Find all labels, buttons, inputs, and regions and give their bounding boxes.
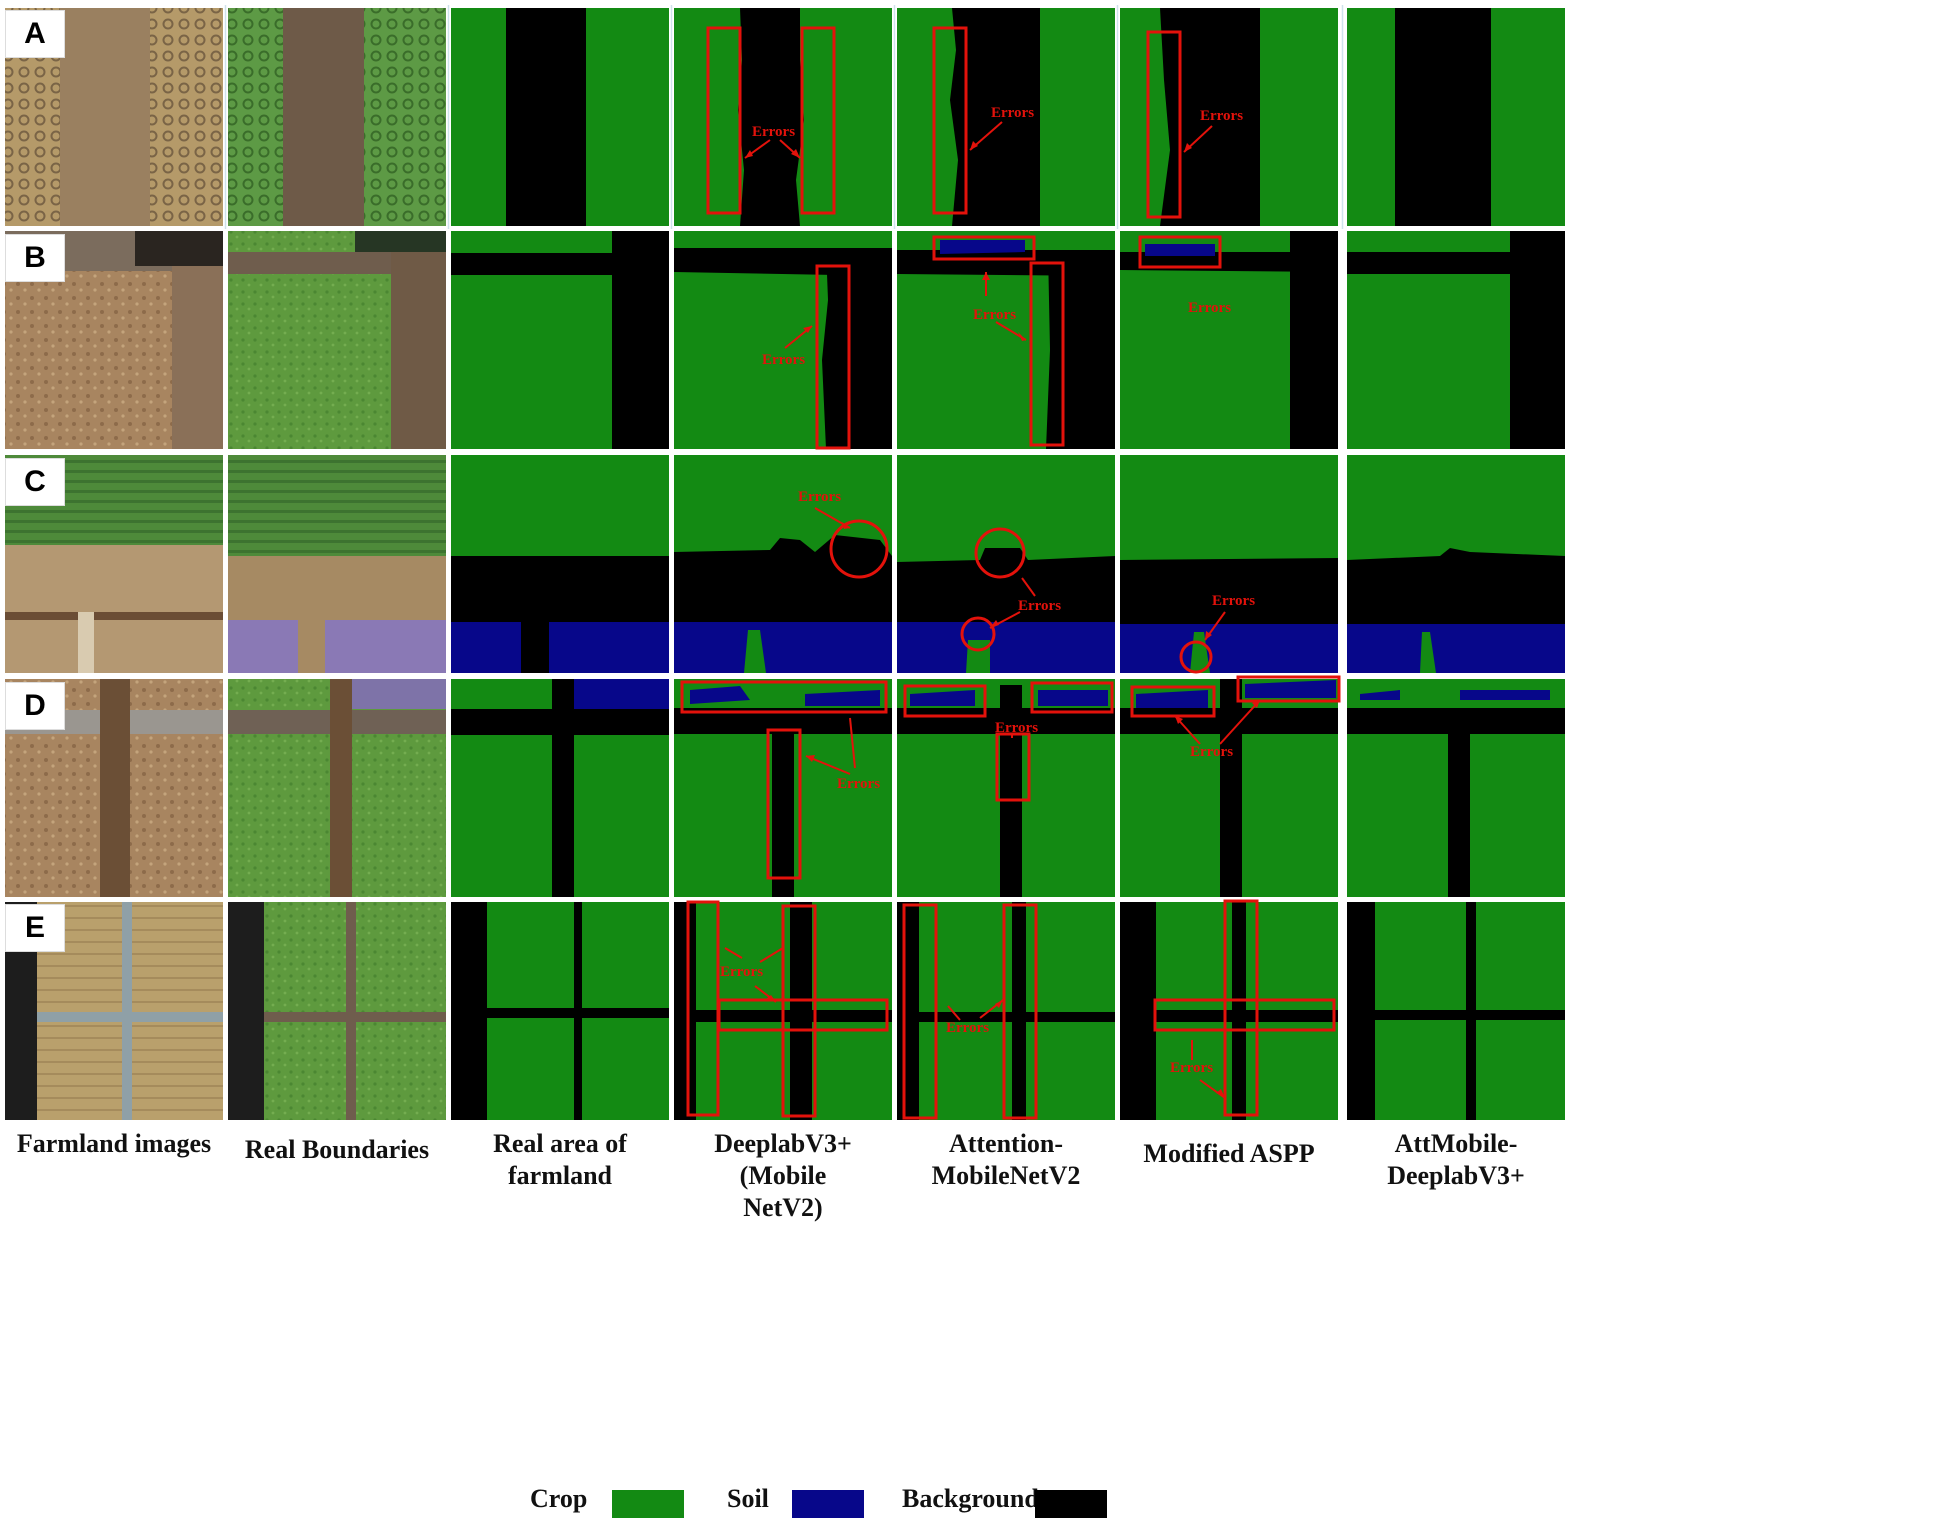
error-label: Errors bbox=[1188, 300, 1231, 316]
a-attention bbox=[897, 8, 1115, 226]
column-label-line: DeeplabV3+ bbox=[1387, 1161, 1525, 1190]
b-real-boundaries bbox=[228, 231, 446, 449]
a-modified-aspp bbox=[1120, 8, 1338, 226]
column-label-attention: Attention- MobileNetV2 bbox=[897, 1128, 1115, 1192]
legend-crop-label: Crop bbox=[530, 1484, 588, 1513]
e-deeplab bbox=[674, 900, 892, 1120]
d-attmobile bbox=[1347, 679, 1565, 897]
row-c bbox=[5, 455, 1565, 674]
b-deeplab bbox=[674, 231, 892, 450]
b-farmland-image bbox=[5, 231, 223, 449]
c-attmobile bbox=[1347, 455, 1565, 673]
error-label: Errors bbox=[973, 307, 1016, 323]
legend-soil-label: Soil bbox=[727, 1484, 769, 1513]
error-label: Errors bbox=[1212, 593, 1255, 609]
row-b bbox=[5, 231, 1565, 450]
row-label-e: E bbox=[5, 904, 65, 952]
c-farmland-image bbox=[5, 455, 223, 673]
a-deeplab bbox=[674, 8, 892, 226]
error-label: Errors bbox=[752, 124, 795, 140]
d-deeplab bbox=[674, 679, 892, 897]
column-label-real-area: Real area of farmland bbox=[451, 1128, 669, 1192]
c-real-boundaries bbox=[228, 455, 446, 673]
legend-soil-swatch bbox=[792, 1490, 864, 1518]
error-annotations: Errors Errors Errors Errors Errors Error… bbox=[720, 105, 1255, 1076]
error-label: Errors bbox=[1170, 1060, 1213, 1076]
error-arrowheads bbox=[745, 141, 1260, 1098]
row-label-c: C bbox=[5, 458, 65, 506]
column-label-attmobile: AttMobile- DeeplabV3+ bbox=[1347, 1128, 1565, 1192]
column-label-line: Real Boundaries bbox=[244, 1135, 430, 1164]
column-label-line: NetV2) bbox=[743, 1193, 823, 1222]
c-deeplab bbox=[674, 455, 892, 673]
column-label-line: farmland bbox=[508, 1161, 612, 1190]
a-attmobile bbox=[1347, 8, 1565, 226]
row-label-b: B bbox=[5, 234, 65, 282]
column-label-line: Attention- bbox=[948, 1129, 1064, 1158]
row-label-a: A bbox=[5, 10, 65, 58]
e-attention bbox=[897, 902, 1115, 1120]
legend-background-swatch bbox=[1035, 1490, 1107, 1518]
column-label-real-boundaries: Real Boundaries bbox=[228, 1134, 446, 1166]
c-modified-aspp bbox=[1120, 455, 1338, 674]
error-label: Errors bbox=[837, 776, 880, 792]
column-dividers bbox=[224, 5, 1344, 229]
error-label: Errors bbox=[991, 105, 1034, 121]
b-real-area bbox=[451, 231, 669, 449]
error-label: Errors bbox=[995, 720, 1038, 736]
column-label-farmland-images: Farmland images bbox=[5, 1128, 223, 1160]
row-label-d: D bbox=[5, 682, 65, 730]
c-real-area bbox=[451, 455, 669, 673]
a-real-area bbox=[451, 8, 669, 226]
legend-background-label: Background bbox=[902, 1484, 1039, 1513]
column-label-line: AttMobile- bbox=[1394, 1129, 1518, 1158]
b-attmobile bbox=[1347, 231, 1565, 449]
a-real-boundaries bbox=[228, 8, 446, 226]
row-d bbox=[5, 675, 1565, 897]
error-label: Errors bbox=[946, 1020, 989, 1036]
d-attention bbox=[897, 679, 1115, 897]
d-modified-aspp bbox=[1120, 675, 1341, 897]
column-label-modified-aspp: Modified ASPP bbox=[1120, 1138, 1338, 1170]
error-label: Errors bbox=[798, 489, 841, 505]
row-a bbox=[5, 8, 1565, 226]
e-real-area bbox=[451, 902, 669, 1120]
d-real-boundaries bbox=[228, 679, 446, 897]
column-label-deeplab: DeeplabV3+(Mobile NetV2) bbox=[674, 1128, 892, 1224]
column-label-line: DeeplabV3+(Mobile bbox=[714, 1129, 852, 1190]
b-attention bbox=[897, 231, 1115, 449]
error-label: Errors bbox=[720, 964, 763, 980]
e-real-boundaries bbox=[228, 902, 446, 1120]
column-label-line: Real area of bbox=[493, 1129, 627, 1158]
column-label-line: MobileNetV2 bbox=[931, 1161, 1081, 1190]
error-label: Errors bbox=[762, 352, 805, 368]
row-e bbox=[5, 899, 1565, 1120]
e-modified-aspp bbox=[1120, 899, 1338, 1120]
c-attention bbox=[897, 455, 1115, 673]
d-real-area bbox=[451, 679, 669, 897]
error-label: Errors bbox=[1200, 108, 1243, 124]
column-label-line: Farmland images bbox=[16, 1129, 212, 1158]
column-label-line: Modified ASPP bbox=[1143, 1139, 1315, 1168]
legend-crop-swatch bbox=[612, 1490, 684, 1518]
b-modified-aspp bbox=[1120, 231, 1338, 449]
error-label: Errors bbox=[1190, 744, 1233, 760]
e-attmobile bbox=[1347, 902, 1565, 1120]
error-label: Errors bbox=[1018, 598, 1061, 614]
